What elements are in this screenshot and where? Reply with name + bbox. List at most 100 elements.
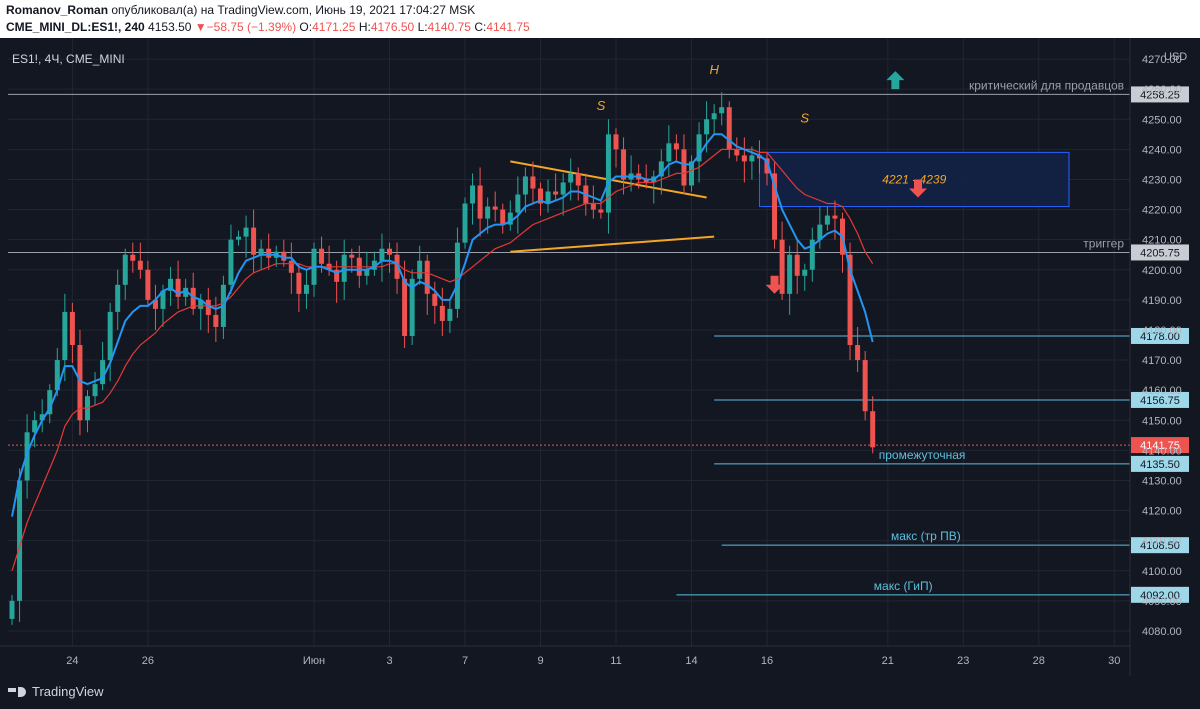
candle-body xyxy=(213,314,219,327)
moving-averages xyxy=(11,133,874,571)
candle-body xyxy=(530,176,536,189)
chart-header: Romanov_Roman опубликовал(а) на TradingV… xyxy=(0,0,1200,38)
candle-body xyxy=(319,248,325,264)
candle-body xyxy=(258,248,264,255)
candle-body xyxy=(62,311,68,361)
candle-body xyxy=(251,227,257,255)
x-tick-label: 26 xyxy=(142,655,154,667)
x-tick-label: 21 xyxy=(882,655,894,667)
y-tick-label: 4200.00 xyxy=(1142,265,1182,277)
tradingview-logo-icon xyxy=(8,685,26,699)
candle-body xyxy=(575,173,581,186)
publish-info: Romanov_Roman опубликовал(а) на TradingV… xyxy=(6,3,475,17)
y-tick-label: 4130.00 xyxy=(1142,475,1182,487)
candle-body xyxy=(681,149,687,186)
level-price-tag xyxy=(1131,244,1189,261)
level-price-tag xyxy=(1131,437,1189,454)
change-value: −58.75 (−1.39%) xyxy=(206,20,297,34)
candle-body xyxy=(160,290,166,309)
price-chart[interactable]: 4221 - 4239 4258.25 критический для прода… xyxy=(0,38,1200,676)
x-tick-label: Июн xyxy=(303,655,325,667)
y-tick-label: 4250.00 xyxy=(1142,114,1182,126)
candle-body xyxy=(334,269,340,282)
chart-area[interactable]: 4221 - 4239 4258.25 критический для прода… xyxy=(0,38,1200,676)
candle-body xyxy=(696,134,702,162)
candle-body xyxy=(553,191,559,195)
x-tick-label: 24 xyxy=(66,655,78,667)
author-name[interactable]: Romanov_Roman xyxy=(6,3,109,17)
candle-body xyxy=(54,360,60,391)
ema-slow-line xyxy=(11,148,874,571)
candle-body xyxy=(855,345,861,361)
candle-body xyxy=(711,113,717,120)
candle-body xyxy=(787,254,793,294)
candle-body xyxy=(598,209,604,213)
candle-body xyxy=(424,260,430,294)
y-tick-label: 4260.00 xyxy=(1142,84,1182,96)
level-price-tag xyxy=(1131,86,1189,103)
candle-body xyxy=(432,293,438,306)
candle-body xyxy=(568,173,574,183)
candle-body xyxy=(605,134,611,213)
candle-body xyxy=(621,149,627,180)
candle-body xyxy=(832,215,838,219)
y-tick-label: 4080.00 xyxy=(1142,626,1182,638)
candle-body xyxy=(704,119,710,135)
candle-body xyxy=(107,311,113,361)
high-value: 4176.50 xyxy=(370,20,415,34)
candle-body xyxy=(779,239,785,294)
level-note: макс (ГиП) xyxy=(874,579,933,593)
y-tick-label: 4100.00 xyxy=(1142,566,1182,578)
candle-body xyxy=(794,254,800,276)
candle-body xyxy=(462,203,468,243)
close-label: C: xyxy=(474,20,487,34)
x-tick-label: 3 xyxy=(386,655,392,667)
candle-body xyxy=(183,287,189,297)
y-tick-label: 4270.00 xyxy=(1142,54,1182,66)
x-tick-label: 9 xyxy=(537,655,543,667)
x-tick-label: 14 xyxy=(685,655,697,667)
candle-body xyxy=(198,299,204,309)
resistance-zone: 4221 - 4239 xyxy=(758,151,1070,208)
arrow-down-icon xyxy=(765,275,784,294)
y-tick-label: 4160.00 xyxy=(1142,385,1182,397)
candle-body xyxy=(349,254,355,258)
candle-body xyxy=(470,185,476,204)
candle-body xyxy=(439,305,445,321)
candle-body xyxy=(115,284,121,312)
x-tick-label: 30 xyxy=(1108,655,1120,667)
x-tick-label: 16 xyxy=(761,655,773,667)
candle-body xyxy=(809,239,815,270)
candle-body xyxy=(643,179,649,183)
level-price-tag xyxy=(1131,586,1189,603)
last-price: 4153.50 xyxy=(148,20,192,34)
candle-body xyxy=(281,251,287,261)
high-label: H: xyxy=(358,20,371,34)
y-tick-label: 4110.00 xyxy=(1142,536,1181,548)
y-tick-label: 4150.00 xyxy=(1142,415,1182,427)
candle-body xyxy=(69,311,75,346)
candle-body xyxy=(9,600,15,619)
currency-label: USD xyxy=(1164,51,1187,63)
candle-body xyxy=(417,260,423,279)
candle-body xyxy=(817,224,823,240)
candle-body xyxy=(145,269,151,300)
candle-body xyxy=(77,345,83,421)
candle-body xyxy=(545,191,551,204)
candle-body xyxy=(92,384,98,397)
candle-body xyxy=(862,360,868,412)
brand-label: TradingView xyxy=(32,684,104,699)
candle-body xyxy=(243,227,249,237)
candle-body xyxy=(402,278,408,336)
candle-body xyxy=(764,158,770,174)
candle-body xyxy=(734,149,740,156)
chart-legend: ES1!, 4Ч, CME_MINI xyxy=(12,52,125,66)
candle-body xyxy=(477,185,483,219)
y-tick-label: 4170.00 xyxy=(1142,355,1182,367)
tradingview-logo[interactable]: TradingView xyxy=(8,684,104,699)
open-value: 4171.25 xyxy=(312,20,356,34)
level-note: промежуточная xyxy=(879,448,966,462)
candle-body xyxy=(772,173,778,240)
candle-body xyxy=(485,206,491,219)
candle-body xyxy=(500,209,506,225)
